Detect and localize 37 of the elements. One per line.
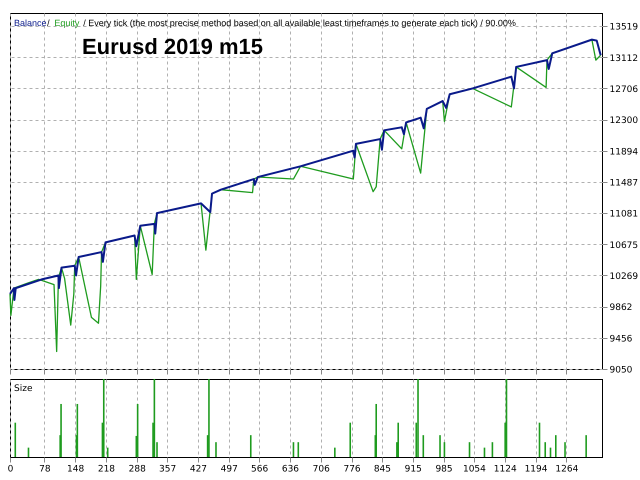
y-tick-label: 11894 [610,147,638,158]
text: Equity [54,18,80,28]
x-tick-label: 985 [435,464,453,474]
x-tick-label: 915 [404,464,422,474]
x-tick-label: 845 [374,464,392,474]
x-tick-label: 1264 [555,464,579,474]
x-tick-label: 706 [312,464,330,474]
x-tick-label: 0 [8,464,14,474]
text: Eurusd 2019 m15 [82,34,263,59]
x-tick-label: 636 [282,464,300,474]
annotation: / [47,18,50,28]
x-tick-label: 1054 [462,464,486,474]
x-tick-label: 427 [190,464,208,474]
y-tick-label: 10269 [610,272,638,282]
x-tick-label: 148 [67,464,84,474]
x-tick-label: 497 [220,464,238,474]
y-tick-label: 12706 [610,84,638,95]
y-tick-label: 11487 [610,178,638,189]
y-tick-label: 11081 [610,210,638,220]
x-tick-label: 1124 [494,464,517,474]
y-tick-label: 9862 [610,303,632,314]
annotation: / Every tick (the most precise method based on all available least timeframes to generate each tick) / 90.00% [83,18,516,28]
x-tick-label: 288 [128,464,146,474]
x-tick-label: 78 [39,464,51,474]
y-tick-label: 12300 [610,116,638,126]
text: Size [14,384,33,394]
x-tick-label: 776 [343,464,361,474]
text: Balance [14,18,47,28]
x-tick-label: 1194 [524,464,548,474]
y-tick-label: 9050 [610,366,633,376]
x-tick-label: 218 [98,464,116,474]
y-tick-label: 9456 [610,334,633,344]
y-tick-label: 13112 [610,54,638,64]
x-tick-label: 357 [159,464,176,474]
x-tick-label: 566 [251,464,268,474]
y-tick-label: 13519 [610,22,638,33]
y-tick-label: 10675 [610,240,638,251]
